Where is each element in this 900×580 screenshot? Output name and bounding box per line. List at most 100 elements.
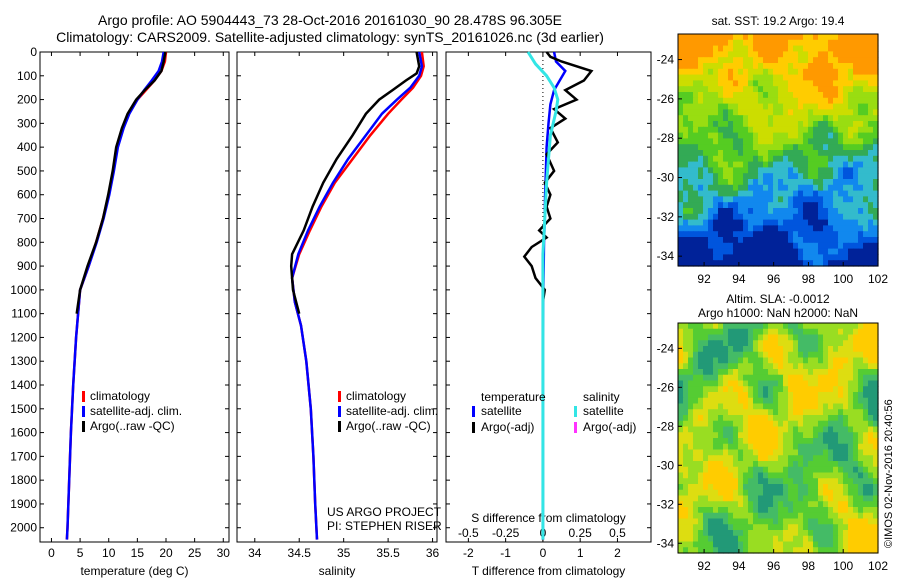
heat-cell	[763, 103, 769, 110]
heat-cell	[838, 443, 844, 451]
heat-cell	[863, 138, 869, 145]
heat-cell	[848, 196, 854, 203]
heat-cell	[798, 248, 804, 255]
heat-cell	[743, 63, 749, 70]
map-y-tick-label: -28	[657, 131, 675, 145]
heat-cell	[823, 132, 829, 139]
heat-cell	[813, 363, 819, 370]
heat-cell	[823, 530, 829, 537]
heat-cell	[738, 144, 744, 151]
heat-cell	[683, 484, 689, 491]
heat-cell	[803, 495, 809, 502]
heat-cell	[788, 369, 794, 376]
heat-cell	[833, 225, 839, 232]
heat-cell	[698, 126, 704, 134]
heat-cell	[783, 138, 789, 145]
heat-cell	[848, 409, 854, 416]
heat-cell	[853, 97, 859, 105]
heat-cell	[723, 68, 729, 76]
heat-cell	[778, 547, 784, 554]
heat-cell	[783, 346, 789, 353]
heat-cell	[743, 213, 749, 221]
heat-cell	[723, 357, 729, 364]
heat-cell	[778, 369, 784, 376]
heat-cell	[838, 426, 844, 433]
heat-cell	[783, 328, 789, 336]
heat-cell	[763, 397, 769, 405]
heat-cell	[708, 92, 714, 99]
heat-cell	[838, 254, 844, 261]
heat-cell	[683, 219, 689, 226]
heat-cell	[798, 144, 804, 151]
heat-cell	[813, 432, 819, 439]
heat-cell	[873, 150, 879, 157]
heat-cell	[848, 426, 854, 433]
heat-cell	[718, 432, 724, 439]
heat-cell	[768, 68, 774, 76]
heat-cell	[713, 86, 719, 93]
heat-cell	[713, 328, 719, 336]
heat-cell	[853, 426, 859, 433]
heat-cell	[763, 150, 769, 157]
heat-cell	[703, 161, 709, 168]
heat-cell	[758, 34, 764, 41]
heat-cell	[683, 363, 689, 370]
heat-cell	[873, 386, 879, 393]
heat-cell	[733, 403, 739, 410]
heat-cell	[848, 415, 854, 422]
heat-cell	[758, 484, 764, 491]
heat-cell	[808, 39, 814, 47]
heat-cell	[858, 426, 864, 433]
heat-cell	[788, 541, 794, 548]
heat-cell	[728, 466, 734, 474]
heat-cell	[808, 466, 814, 474]
heat-cell	[868, 443, 874, 451]
heat-cell	[833, 39, 839, 47]
heat-cell	[708, 51, 714, 58]
heat-cell	[693, 179, 699, 186]
heat-cell	[803, 340, 809, 347]
heat-cell	[778, 68, 784, 76]
heat-cell	[868, 51, 874, 58]
heat-cell	[813, 426, 819, 433]
heat-cell	[863, 380, 869, 387]
heat-cell	[798, 80, 804, 87]
heat-cell	[788, 242, 794, 250]
heat-cell	[803, 369, 809, 376]
heat-cell	[783, 225, 789, 232]
heat-cell	[703, 173, 709, 180]
heat-cell	[688, 155, 694, 163]
heat-cell	[693, 138, 699, 145]
heat-cell	[768, 380, 774, 387]
map-x-tick-label: 92	[697, 272, 711, 286]
heat-cell	[828, 472, 834, 479]
heat-cell	[813, 535, 819, 543]
heat-cell	[693, 449, 699, 456]
heat-cell	[848, 334, 854, 341]
heat-cell	[758, 334, 764, 341]
heat-cell	[758, 225, 764, 232]
heat-cell	[768, 103, 774, 110]
heat-cell	[753, 254, 759, 261]
heat-cell	[873, 455, 879, 462]
heat-cell	[678, 103, 684, 110]
heat-cell	[868, 126, 874, 134]
heat-cell	[838, 466, 844, 474]
heat-cell	[728, 489, 734, 497]
heat-cell	[748, 109, 754, 116]
heat-cell	[873, 57, 879, 64]
heat-cell	[723, 461, 729, 468]
heat-cell	[698, 219, 704, 226]
heat-cell	[818, 225, 824, 232]
heat-cell	[783, 155, 789, 163]
heat-cell	[743, 346, 749, 353]
heat-cell	[808, 213, 814, 221]
heat-cell	[778, 150, 784, 157]
heat-cell	[818, 86, 824, 93]
heat-cell	[703, 340, 709, 347]
heat-cell	[868, 109, 874, 116]
heat-cell	[743, 472, 749, 479]
heat-cell	[708, 461, 714, 468]
heat-cell	[848, 155, 854, 163]
heat-cell	[713, 103, 719, 110]
